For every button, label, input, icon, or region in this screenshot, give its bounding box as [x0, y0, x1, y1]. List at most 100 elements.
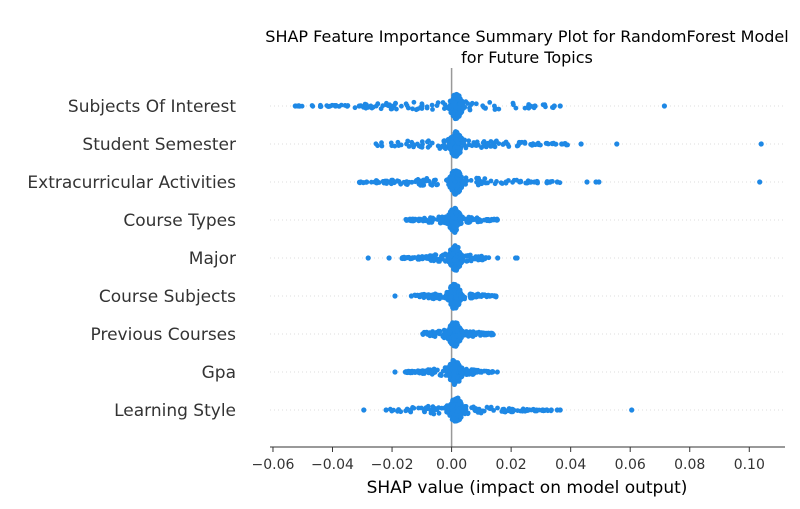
shap-point [450, 251, 456, 257]
shap-point [473, 142, 478, 148]
shap-point [449, 339, 455, 345]
shap-point [485, 370, 491, 375]
shap-point [388, 106, 394, 112]
beeswarm-subjects-of-interest [292, 91, 668, 122]
shap-point [489, 293, 495, 298]
shap-point [487, 100, 493, 105]
beeswarm-major [365, 243, 520, 273]
shap-point [447, 104, 452, 110]
shap-point-outlier [386, 255, 392, 261]
shap-point [518, 408, 523, 414]
shap-point [437, 372, 443, 378]
shap-point [482, 256, 488, 262]
shap-point-outlier [614, 141, 620, 147]
shap-point [453, 342, 459, 348]
shap-point [432, 253, 438, 259]
shap-point [429, 102, 435, 108]
shap-point [450, 403, 456, 408]
x-tick-label: 0.00 [436, 457, 467, 473]
x-tick-label: 0.02 [496, 457, 527, 473]
shap-point [447, 257, 452, 263]
shap-point [403, 408, 409, 414]
shap-point [410, 218, 416, 223]
feature-label-extracurricular-activities: Extracurricular Activities [27, 173, 236, 193]
shap-point [522, 105, 528, 111]
x-axis-label: SHAP value (impact on model output) [367, 478, 688, 498]
shap-point [495, 369, 500, 375]
shap-point [450, 305, 456, 311]
shap-point [422, 406, 428, 412]
shap-point [442, 102, 448, 108]
shap-point [472, 330, 477, 336]
shap-point [437, 296, 442, 302]
shap-point [451, 370, 457, 375]
shap-point [493, 139, 498, 145]
shap-point [538, 142, 543, 148]
shap-point [373, 103, 379, 109]
shap-point [495, 405, 500, 411]
shap-point [473, 254, 479, 259]
shap-point [410, 142, 416, 148]
shap-point [428, 407, 433, 413]
shap-point [488, 178, 494, 184]
shap-point-outlier [551, 103, 557, 109]
shap-point [444, 409, 449, 415]
shap-point [405, 105, 411, 111]
shap-point-outlier [383, 407, 389, 413]
shap-point [472, 294, 477, 299]
shap-point [482, 332, 487, 338]
shap-point [380, 103, 386, 109]
shap-point [464, 366, 469, 372]
x-tick-label: 0.08 [674, 457, 705, 473]
shap-point [408, 407, 413, 413]
shap-point [396, 407, 401, 412]
shap-point [448, 284, 454, 290]
shap-point [565, 142, 570, 148]
feature-label-course-types: Course Types [123, 211, 236, 231]
shap-point-outlier [358, 179, 364, 185]
shap-point [453, 129, 459, 135]
x-tick-label: 0.04 [555, 457, 586, 473]
shap-point [455, 140, 461, 146]
shap-point [468, 178, 474, 183]
shap-point [428, 293, 434, 299]
shap-point [518, 179, 524, 185]
shap-point [428, 253, 433, 259]
shap-point [472, 408, 478, 414]
shap-point [418, 182, 423, 188]
shap-point [478, 257, 484, 263]
shap-point [392, 180, 397, 186]
feature-label-learning-style: Learning Style [114, 401, 236, 421]
shap-point [425, 403, 431, 409]
beeswarm-course-subjects [392, 281, 499, 311]
shap-point [484, 217, 489, 222]
shap-point [422, 216, 428, 222]
shap-point [445, 215, 451, 220]
shap-point [498, 180, 504, 186]
shap-point [489, 330, 495, 336]
shap-point [465, 101, 471, 106]
shap-point-outlier [661, 103, 668, 109]
shap-point [430, 107, 435, 112]
shap-point [455, 111, 461, 117]
shap-point [460, 106, 465, 112]
shap-point-outlier [392, 369, 398, 375]
shap-point [452, 257, 457, 263]
shap-point [482, 368, 487, 374]
shap-point [448, 294, 454, 299]
shap-point [446, 253, 452, 259]
shap-point [420, 256, 425, 262]
shap-point [431, 411, 437, 417]
shap-point [553, 141, 558, 147]
shap-point [469, 256, 474, 262]
shap-point [457, 216, 463, 222]
beeswarm-learning-style [361, 395, 635, 424]
shap-point [317, 104, 323, 110]
feature-label-previous-courses: Previous Courses [91, 325, 237, 345]
shap-point [362, 101, 368, 107]
shap-point-outlier [392, 293, 398, 299]
x-tick-label: 0.10 [734, 457, 765, 473]
shap-point [439, 217, 445, 222]
shap-point [455, 409, 460, 414]
shap-point [450, 408, 455, 414]
